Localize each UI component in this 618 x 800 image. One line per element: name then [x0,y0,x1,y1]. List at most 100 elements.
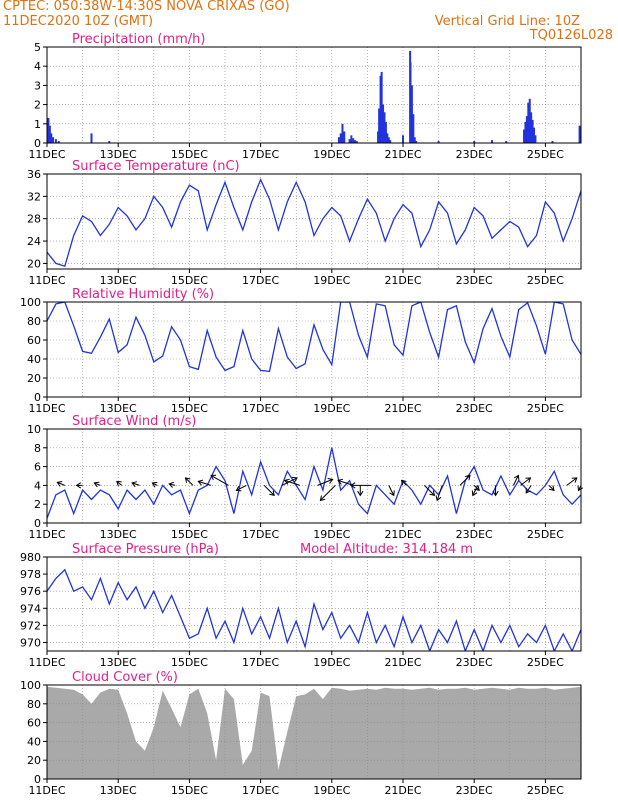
precip-bar [350,135,353,143]
wind-arrow [436,485,443,501]
pressure-title: Surface Pressure (hPa) [72,542,219,557]
panel-rh: 0 20 40 60 80 100 11DEC 13DEC 15DEC 17DEC 19DEC 21D… [20,287,582,415]
y-tick-label: 970 [20,636,41,649]
y-tick-label: 1 [34,118,41,131]
precip-bar [525,116,528,143]
wind-arrowhead [319,495,326,502]
precip-bar [387,137,390,143]
x-tick-label: 21DEC [384,274,421,287]
wind-arrow [236,484,247,491]
x-tick-label: 23DEC [456,402,493,415]
precip-bar [409,62,412,143]
precip-bar [551,141,554,143]
precip-bar [47,118,50,143]
x-tick-label: 15DEC [171,784,208,797]
precip-bar [355,141,358,143]
wind-arrow [116,481,123,486]
x-tick-label: 13DEC [100,274,137,287]
rh-series-line [47,302,581,373]
panel-temp: 20 24 28 32 36 11DEC 13DEC 15DEC 17DEC 19DEC 21DEC… [27,159,582,287]
wind-arrow [473,485,480,491]
wind-arrow [317,478,333,486]
wind-arrowhead [184,477,191,483]
precip-bar [402,135,404,143]
wind-arrowhead [429,490,436,497]
precip-bar [352,138,355,143]
wind-arrow [338,479,354,486]
y-tick-label: 100 [20,296,41,309]
x-tick-label: 13DEC [100,656,137,669]
y-tick-label: 0 [34,773,41,786]
precip-bar [413,137,416,143]
wind-arrow [472,485,479,496]
precip-bar [377,131,380,143]
header-code: TQ0126L028 [529,28,613,43]
wind-arrowhead [131,481,138,488]
wind-arrow [320,485,336,501]
y-tick-label: 0 [34,137,41,150]
header-location: CPTEC: 050:38W-14:30S NOVA CRIXAS (GO) [3,0,290,14]
precip-bar [379,75,382,143]
precip-bar [383,112,386,143]
precip-bar [108,141,111,143]
y-tick-label: 0 [34,517,41,530]
y-tick-label: 3 [34,79,41,92]
y-tick-label: 60 [27,334,41,347]
wind-arrow [263,485,275,496]
pressure-series-line [47,568,581,651]
y-tick-label: 972 [20,619,41,632]
x-tick-label: 17DEC [242,528,279,541]
x-tick-label: 19DEC [313,274,350,287]
x-tick-label: 15DEC [171,528,208,541]
precip-bar [491,140,493,143]
y-tick-label: 5 [34,41,41,54]
wind-arrowhead [389,490,395,497]
precip-bar [337,137,340,143]
x-tick-label: 15DEC [171,656,208,669]
wind-arrow [57,481,65,486]
wind-arrow [210,474,229,486]
precip-bar [57,141,60,143]
x-tick-label: 19DEC [313,528,350,541]
y-tick-label: 976 [20,585,41,598]
y-tick-label: 974 [20,602,41,615]
y-tick-label: 20 [27,257,41,270]
x-tick-label: 25DEC [527,784,564,797]
wind-arrow [424,485,435,496]
y-tick-label: 32 [27,190,41,203]
x-tick-label: 23DEC [456,528,493,541]
x-tick-label: 23DEC [456,656,493,669]
y-tick-label: 4 [34,479,41,492]
wind-arrowhead [75,482,82,489]
wind-arrowhead [168,481,175,488]
y-tick-label: 60 [27,717,41,730]
x-tick-label: 23DEC [456,274,493,287]
precip-bar [505,141,508,143]
wind-arrow [401,480,407,486]
wind-arrowhead [283,478,290,485]
precip-bar [389,140,392,143]
wind-arrowhead [471,490,478,497]
wind-arrowhead [56,481,63,487]
panel-frame [46,556,582,652]
x-tick-label: 17DEC [242,274,279,287]
panel-pressure: 970 972 974 976 978 980 11DEC 13DEC 15DEC 17DEC 19… [20,542,582,669]
x-tick-label: 23DEC [456,148,493,161]
panel-frame [46,173,582,270]
wind-arrowhead [93,481,100,488]
x-tick-label: 17DEC [242,784,279,797]
panel-frame [46,46,582,144]
rh-title: Relative Humidity (%) [72,287,214,302]
precip-bar [343,131,346,143]
x-tick-label: 21DEC [384,656,421,669]
panel-wind: 0 2 4 6 8 10 11DEC 13DEC 15DEC 17DEC 19DEC 21DEC 23D… [27,414,584,541]
precip-bar [523,129,526,143]
panel-precip: 0 1 2 3 4 5 11DEC 13DEC 15DEC 17DEC 19DEC 21DEC 23DE… [28,32,582,161]
wind-arrowhead [116,480,122,487]
x-tick-label: 13DEC [100,402,137,415]
wind-arrowhead [474,485,480,492]
wind-arrow [512,475,519,486]
precip-bar [378,108,381,143]
y-tick-label: 36 [27,168,41,181]
